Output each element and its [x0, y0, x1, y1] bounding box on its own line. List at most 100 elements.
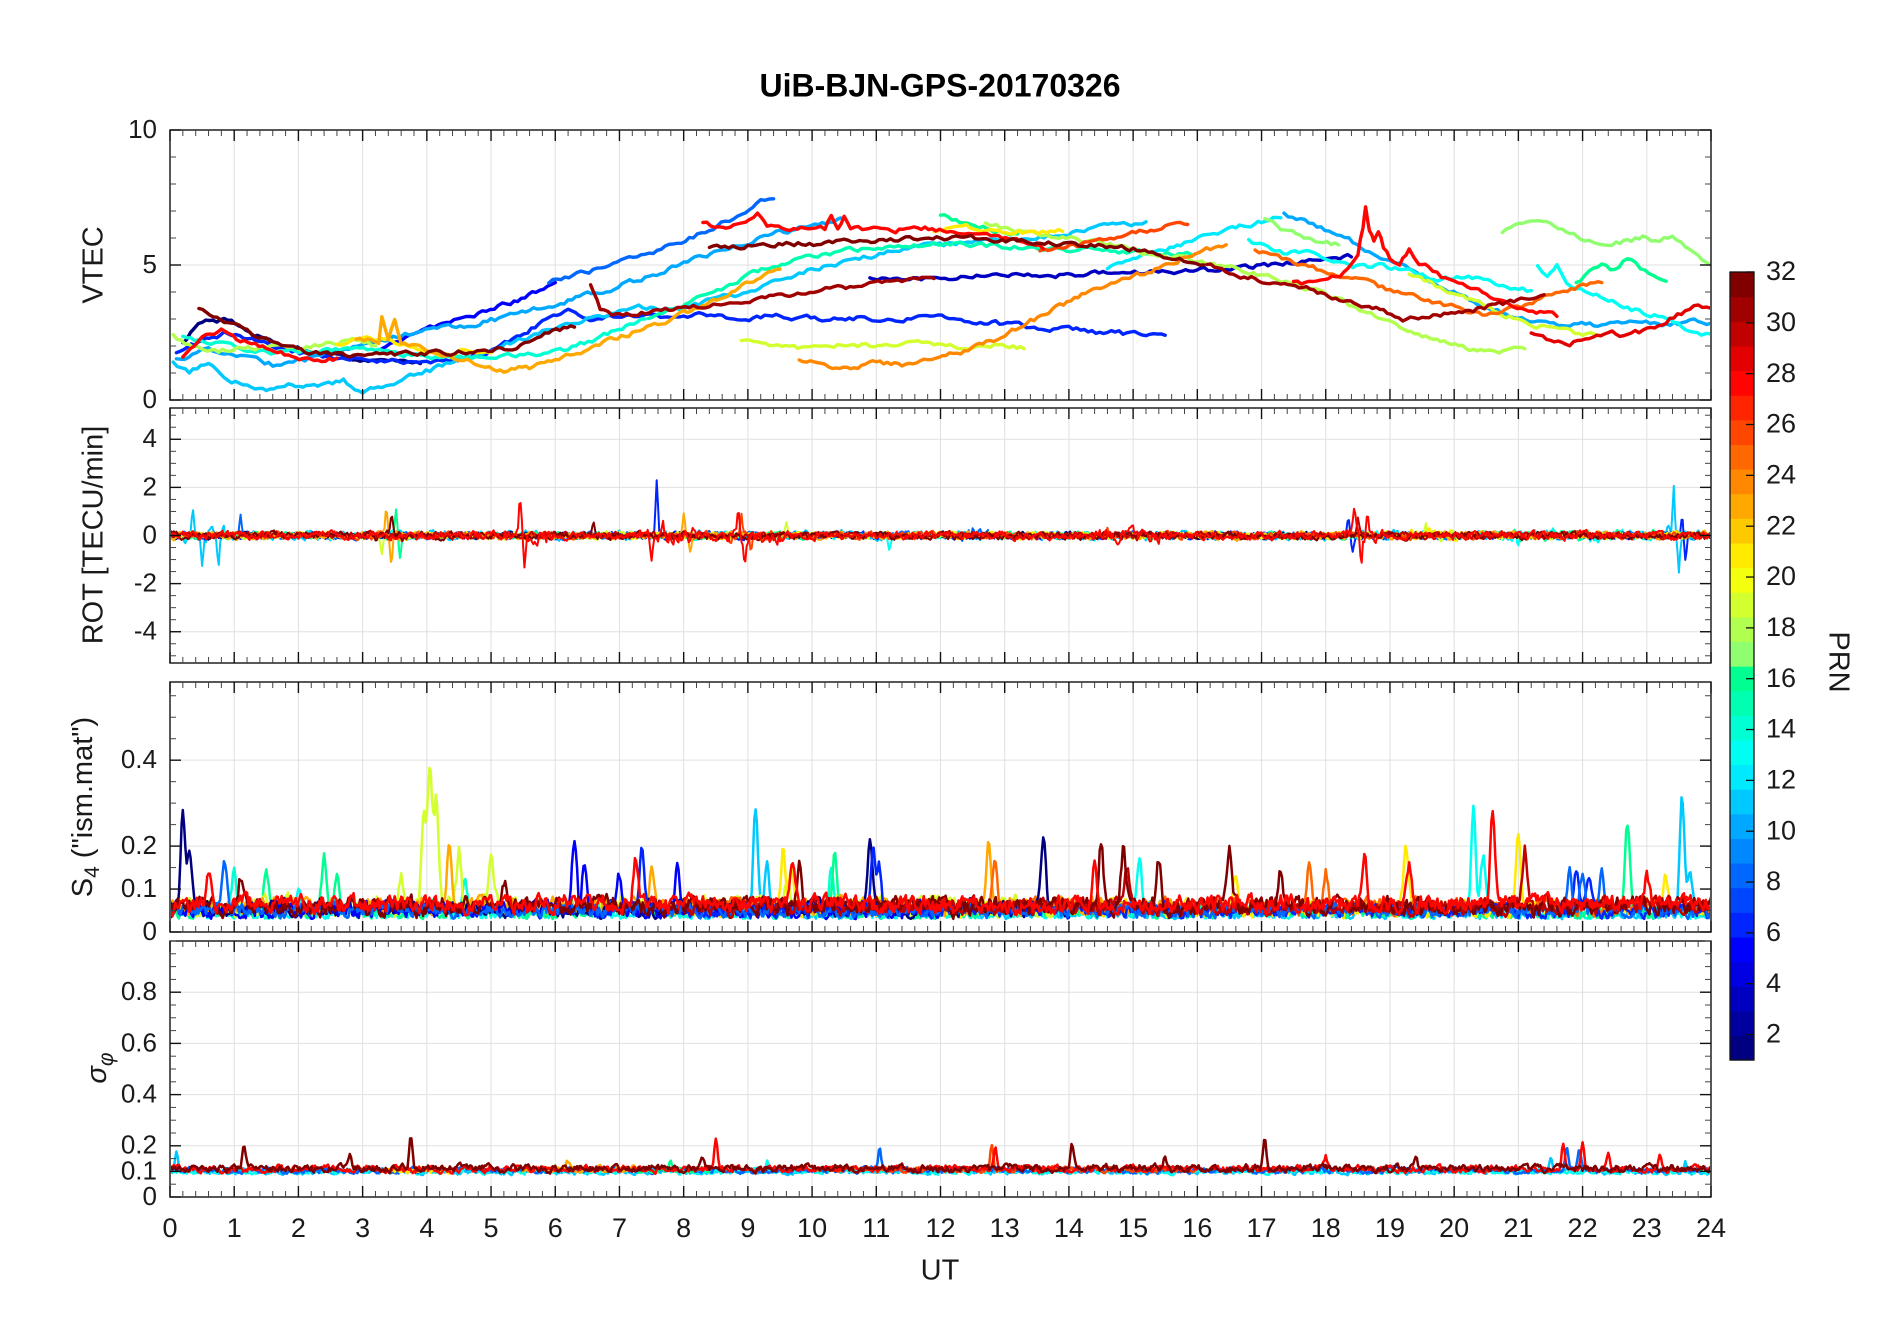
sigma_phi-ytick-label: 0.4 — [121, 1078, 157, 1108]
vtec-trace-prn31 — [1205, 262, 1546, 323]
x-tick-label: 12 — [925, 1213, 955, 1243]
x-tick-label: 22 — [1568, 1213, 1598, 1243]
colorbar-tick-label: 32 — [1766, 256, 1796, 286]
panel-vtec — [169, 129, 1712, 401]
colorbar-tick-label: 2 — [1766, 1019, 1781, 1049]
grid-vtec — [170, 130, 1711, 400]
colorbar-border — [1729, 271, 1755, 1061]
ticks-rot — [169, 408, 1712, 663]
panel-sigma_phi — [169, 940, 1712, 1198]
vtec-trace-prn18 — [171, 333, 378, 354]
vtec-trace-prn32 — [197, 306, 577, 359]
colorbar-cell-prn27 — [1730, 395, 1754, 421]
x-tick-label: 10 — [797, 1213, 827, 1243]
colorbar-cell-prn3 — [1730, 986, 1754, 1012]
colorbar-cell-prn24 — [1730, 469, 1754, 495]
s4-label-rest: ("ism.mat") — [67, 716, 100, 867]
colorbar-tick-label: 8 — [1766, 866, 1781, 896]
vtec-axis-label: VTEC — [77, 226, 110, 304]
sigma-label-main: σ — [81, 1066, 114, 1084]
colorbar-tick-label: 20 — [1766, 561, 1796, 591]
colorbar-tick-label: 16 — [1766, 663, 1796, 693]
s4-ytick-label: 0.4 — [121, 744, 157, 774]
colorbar-cell-prn21 — [1730, 542, 1754, 569]
colorbar-cell-prn22 — [1730, 518, 1754, 544]
x-tick-label: 9 — [740, 1213, 755, 1243]
vtec-trace-prn12 — [1105, 215, 1283, 271]
vtec-ytick-label: 0 — [143, 384, 157, 414]
x-tick-label: 8 — [676, 1213, 691, 1243]
ticks-sigma_phi — [169, 940, 1712, 1198]
colorbar-tick-label: 10 — [1766, 815, 1796, 845]
x-tick-label: 6 — [548, 1213, 563, 1243]
vtec-ytick-label: 5 — [143, 249, 157, 279]
vtec-trace-prn10 — [1282, 211, 1710, 328]
colorbar-cell-prn1 — [1730, 1035, 1754, 1061]
sigma_phi-ytick-label: 0.2 — [121, 1130, 157, 1160]
vtec-trace-prn28 — [181, 327, 339, 364]
x-tick-label: 15 — [1118, 1213, 1148, 1243]
s4-ytick-label: 0.1 — [121, 873, 157, 903]
colorbar-cell-prn2 — [1730, 1010, 1754, 1036]
colorbar-cell-prn15 — [1730, 690, 1754, 716]
vtec-trace-prn8 — [547, 197, 776, 285]
rot-ytick-label: 0 — [143, 519, 157, 549]
colorbar-tick-label: 28 — [1766, 358, 1796, 388]
rot-ytick-label: 4 — [143, 423, 157, 453]
colorbar-tick-label: 4 — [1766, 968, 1781, 998]
x-tick-label: 7 — [612, 1213, 627, 1243]
x-axis-label: UT — [920, 1254, 960, 1287]
colorbar-cell-prn11 — [1730, 789, 1754, 815]
ticks-vtec — [169, 129, 1712, 401]
grid-rot — [170, 408, 1711, 663]
colorbar-tick-label: 24 — [1766, 459, 1796, 489]
vtec-trace-prn31 — [588, 275, 936, 318]
s4-trace-prn28 — [171, 809, 1710, 918]
sigma-phi-axis-label: σφ — [81, 1052, 119, 1083]
colorbar-cell-prn23 — [1730, 493, 1754, 519]
colorbar-cell-prn6 — [1730, 912, 1754, 938]
x-tick-label: 3 — [355, 1213, 370, 1243]
s4-axis-label: S4 ("ism.mat") — [67, 717, 105, 897]
colorbar-cell-prn29 — [1730, 345, 1754, 372]
x-tick-label: 13 — [990, 1213, 1020, 1243]
vtec-trace-prn13 — [1535, 262, 1710, 337]
vtec-trace-prn15 — [646, 240, 1193, 321]
vtec-trace-prn19 — [1407, 272, 1604, 338]
colorbar — [1729, 271, 1755, 1061]
rot-ytick-label: 2 — [143, 471, 157, 501]
sigma_phi-ytick-label: 0.1 — [121, 1155, 157, 1185]
vtec-trace-prn3 — [868, 252, 1354, 282]
vtec-trace-prn29 — [1529, 303, 1710, 348]
x-tick-label: 11 — [862, 1213, 890, 1243]
colorbar-cell-prn4 — [1730, 961, 1754, 987]
x-tick-label: 16 — [1182, 1213, 1212, 1243]
colorbar-cell-prn20 — [1730, 567, 1754, 593]
sigma_phi-trace-prn32 — [171, 1137, 1710, 1175]
colorbar-cell-prn31 — [1730, 296, 1754, 322]
colorbar-tick-label: 14 — [1766, 714, 1796, 744]
x-tick-label: 20 — [1439, 1213, 1469, 1243]
colorbar-cell-prn14 — [1730, 715, 1754, 741]
colorbar-cell-prn5 — [1730, 936, 1754, 963]
x-tick-label: 14 — [1054, 1213, 1084, 1243]
rot-trace-prn28 — [171, 502, 1710, 569]
vtec-trace-prn21 — [932, 222, 1065, 236]
panel-rot — [169, 407, 1712, 664]
x-tick-label: 21 — [1503, 1213, 1533, 1243]
ticks-s4 — [169, 682, 1712, 933]
s4-ytick-label: 0.2 — [121, 830, 157, 860]
vtec-trace-prn19 — [739, 338, 1026, 351]
vtec-trace-prn17 — [1500, 218, 1710, 267]
vtec-trace-prn26 — [1038, 220, 1190, 253]
sigma_phi-ytick-label: 0.6 — [121, 1027, 157, 1057]
colorbar-cell-prn18 — [1730, 616, 1754, 642]
colorbar-cell-prn28 — [1730, 370, 1754, 396]
figure-title: UiB-BJN-GPS-20170326 — [759, 67, 1121, 104]
colorbar-tick-label: 26 — [1766, 409, 1796, 439]
s4-label-sub: 4 — [80, 866, 104, 878]
colorbar-cell-prn13 — [1730, 739, 1754, 766]
grid-s4 — [170, 682, 1711, 932]
